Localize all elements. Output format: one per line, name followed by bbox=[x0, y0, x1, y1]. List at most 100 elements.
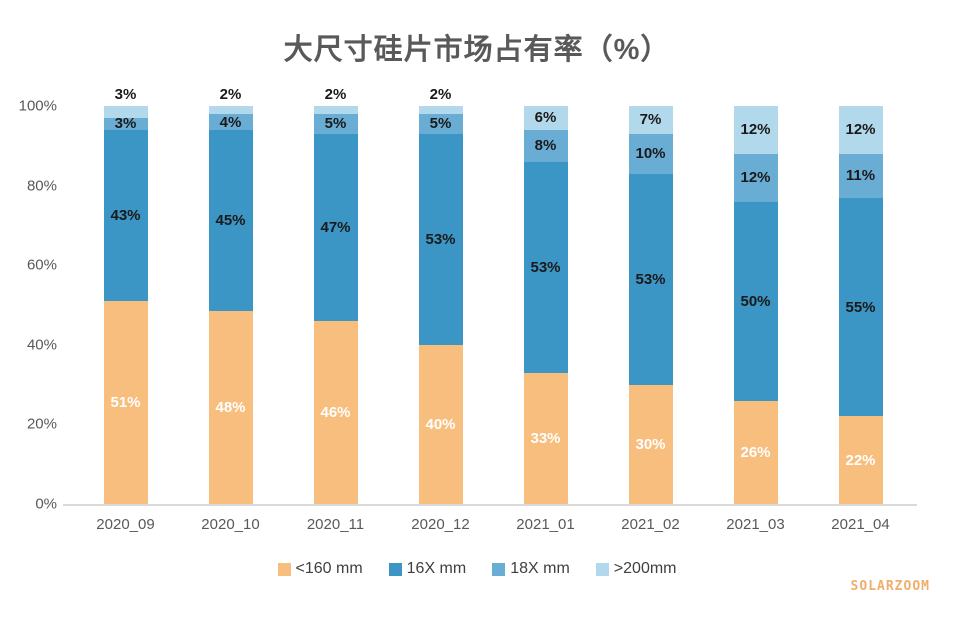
bar-segment: 4% bbox=[208, 113, 253, 131]
y-tick-label: 0% bbox=[35, 495, 57, 513]
data-label: 3% bbox=[114, 115, 137, 133]
x-axis-label: 2020_11 bbox=[306, 516, 365, 533]
bar-slot: 22% 55% 11% 12% bbox=[808, 106, 913, 504]
x-axis-label: 2021_03 bbox=[726, 516, 785, 533]
bar-segment: 26% bbox=[733, 400, 778, 504]
bar-segment: 40% bbox=[418, 344, 463, 504]
data-label: 7% bbox=[639, 111, 662, 129]
bar-segment: 46% bbox=[313, 320, 358, 504]
legend-swatch bbox=[595, 562, 609, 576]
bar-segment: 6% bbox=[523, 106, 568, 130]
bar-segment: 5% bbox=[313, 113, 358, 134]
bar-slot: 26% 50% 12% 12% bbox=[703, 106, 808, 504]
x-axis-label: 2020_10 bbox=[201, 516, 260, 533]
stacked-bar: 48% 45% 4% 2% bbox=[208, 87, 253, 504]
bar-segment: 43% bbox=[103, 129, 148, 302]
bar-segment: 55% bbox=[838, 197, 883, 417]
legend: <160 mm 16X mm 18X mm >200mm bbox=[0, 560, 954, 578]
bar-segment: 51% bbox=[103, 301, 148, 504]
data-label: 50% bbox=[740, 292, 771, 310]
legend-item: 18X mm bbox=[492, 560, 570, 578]
bar-segment: 12% bbox=[733, 153, 778, 202]
y-tick-label: 20% bbox=[26, 415, 57, 433]
data-label: 30% bbox=[635, 435, 666, 453]
bar-slot: 46% 47% 5% 2% bbox=[283, 87, 388, 504]
legend-swatch bbox=[277, 562, 291, 576]
bar-segment: 53% bbox=[628, 173, 673, 385]
bar-segment: 11% bbox=[838, 153, 883, 198]
stacked-bar: 40% 53% 5% 2% bbox=[418, 87, 463, 504]
legend-item: 16X mm bbox=[388, 560, 466, 578]
y-tick-label: 60% bbox=[26, 256, 57, 274]
bar-segment: 30% bbox=[628, 384, 673, 504]
data-label: 43% bbox=[110, 206, 141, 224]
stacked-bar: 51% 43% 3% 3% bbox=[103, 87, 148, 504]
data-label: 5% bbox=[324, 115, 347, 133]
data-label: 53% bbox=[530, 258, 561, 276]
legend-label: >200mm bbox=[613, 560, 677, 577]
data-label: 45% bbox=[215, 212, 246, 230]
bar-segment: 33% bbox=[523, 372, 568, 504]
data-label: 8% bbox=[534, 137, 557, 155]
bar-segment: 5% bbox=[418, 113, 463, 134]
x-axis-label: 2021_04 bbox=[831, 516, 890, 533]
bar-segment: 2% bbox=[418, 87, 463, 114]
stacked-bar: 46% 47% 5% 2% bbox=[313, 87, 358, 504]
data-label: 5% bbox=[429, 115, 452, 133]
x-axis-label: 2021_02 bbox=[621, 516, 680, 533]
watermark: SOLARZOOM bbox=[850, 579, 930, 594]
data-label: 12% bbox=[740, 121, 771, 139]
bar-slot: 48% 45% 4% 2% bbox=[178, 87, 283, 504]
data-label: 3% bbox=[114, 86, 137, 104]
data-label: 55% bbox=[845, 298, 876, 316]
data-label: 10% bbox=[635, 145, 666, 163]
bar-slot: 33% 53% 8% 6% bbox=[493, 106, 598, 504]
bar-segment: 47% bbox=[313, 133, 358, 321]
data-label: 46% bbox=[320, 403, 351, 421]
bar-segment: 2% bbox=[313, 87, 358, 114]
legend-label: <160 mm bbox=[295, 560, 363, 577]
data-label: 26% bbox=[740, 443, 771, 461]
bar-segment: 12% bbox=[733, 106, 778, 154]
chart-title: 大尺寸硅片市场占有率（%） bbox=[283, 34, 671, 66]
legend-label: 18X mm bbox=[510, 560, 570, 577]
bar-segment: 7% bbox=[628, 106, 673, 134]
data-label: 22% bbox=[845, 451, 876, 469]
data-label: 51% bbox=[110, 394, 141, 412]
y-tick-label: 40% bbox=[26, 336, 57, 354]
bar-segment: 8% bbox=[523, 129, 568, 162]
data-label: 53% bbox=[425, 230, 456, 248]
data-label: 4% bbox=[219, 113, 242, 131]
bar-segment: 45% bbox=[208, 130, 253, 312]
data-label: 11% bbox=[845, 167, 876, 185]
bar-segment: 3% bbox=[103, 115, 148, 133]
bar-segment: 50% bbox=[733, 201, 778, 401]
legend-swatch bbox=[388, 562, 402, 576]
bar-slot: 51% 43% 3% 3% bbox=[73, 87, 178, 504]
stacked-bar: 30% 53% 10% 7% bbox=[628, 106, 673, 504]
y-tick-label: 100% bbox=[18, 97, 57, 115]
stacked-bar: 33% 53% 8% 6% bbox=[523, 106, 568, 504]
bar-segment: 53% bbox=[418, 133, 463, 345]
bar-segment: 48% bbox=[208, 311, 253, 504]
data-label: 47% bbox=[320, 218, 351, 236]
data-label: 2% bbox=[324, 86, 347, 104]
legend-swatch bbox=[492, 562, 506, 576]
data-label: 48% bbox=[215, 399, 246, 417]
data-label: 12% bbox=[845, 121, 876, 139]
legend-item: <160 mm bbox=[277, 560, 363, 578]
y-tick-label: 80% bbox=[26, 177, 57, 195]
bar-segment: 3% bbox=[103, 87, 148, 118]
bar-segment: 53% bbox=[523, 161, 568, 373]
bar-segment: 10% bbox=[628, 133, 673, 174]
stacked-bar: 26% 50% 12% 12% bbox=[733, 106, 778, 504]
data-label: 33% bbox=[530, 429, 561, 447]
data-label: 53% bbox=[635, 270, 666, 288]
x-axis-label: 2020_09 bbox=[96, 516, 155, 533]
bar-segment: 12% bbox=[838, 106, 883, 154]
bar-slot: 30% 53% 10% 7% bbox=[598, 106, 703, 504]
stacked-bar: 22% 55% 11% 12% bbox=[838, 106, 883, 504]
data-label: 2% bbox=[429, 86, 452, 104]
bars: 51% 43% 3% 3% 48% 45% 4% 2% 46% 47% 5% 2% 40% 53% 5% 2%… bbox=[73, 87, 913, 504]
